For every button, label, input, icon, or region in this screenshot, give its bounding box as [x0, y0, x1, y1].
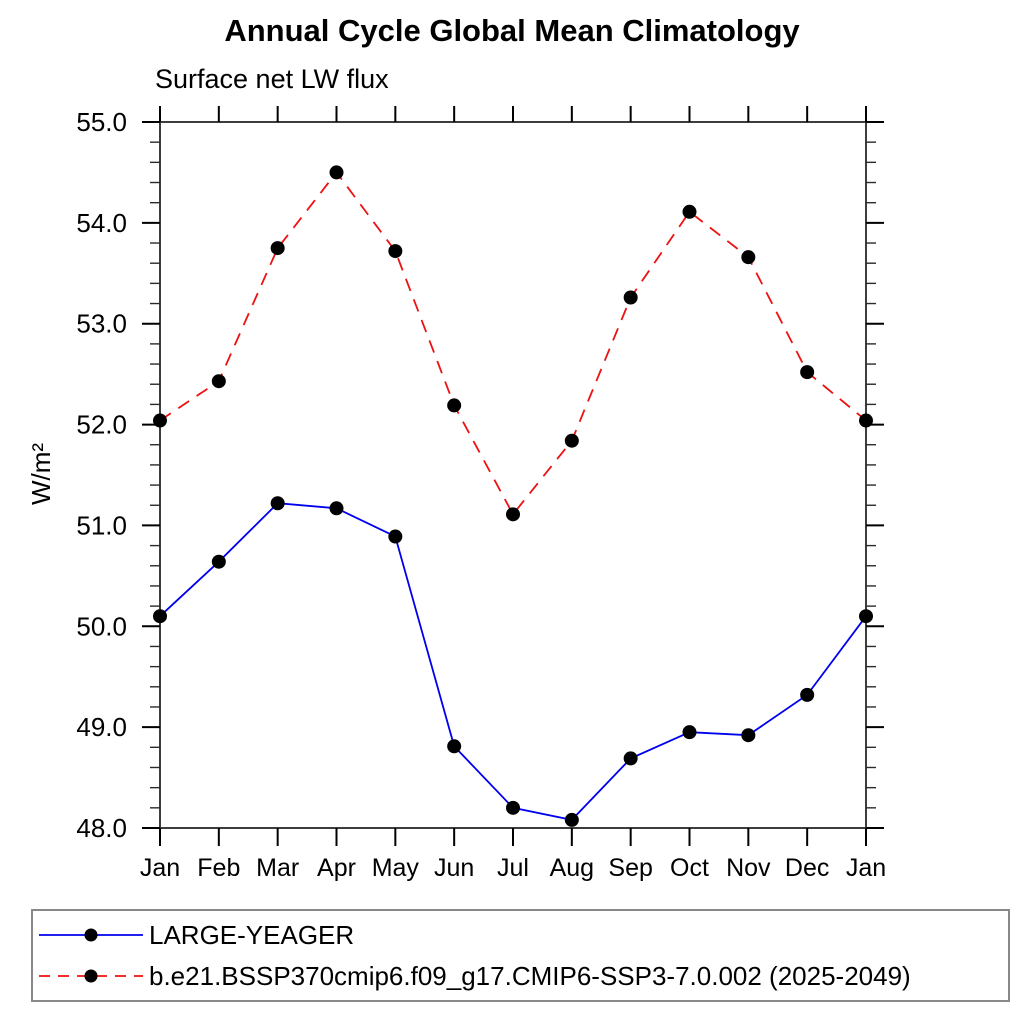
data-point-marker [682, 204, 697, 219]
data-point-marker [270, 241, 285, 256]
x-axis-tick-label: Oct [670, 854, 709, 882]
x-axis-tick-label: Jul [497, 854, 529, 882]
x-axis-tick-label: Feb [197, 854, 240, 882]
data-point-marker [506, 800, 520, 815]
legend-entry-large-yeager: LARGE-YEAGER [37, 918, 354, 952]
data-point-marker [800, 687, 815, 702]
y-axis-tick-label: 54.0 [76, 208, 127, 238]
x-axis-tick-label: Mar [256, 854, 299, 882]
data-point-marker [859, 609, 873, 624]
data-point-marker [564, 812, 579, 827]
legend-label: b.e21.BSSP370cmip6.f09_g17.CMIP6-SSP3-7.… [149, 960, 911, 991]
data-point-marker [388, 244, 403, 259]
data-point-marker [388, 529, 403, 544]
data-point-marker [623, 290, 638, 305]
x-axis-tick-label: Jan [140, 854, 180, 882]
solid-line-sample-icon [39, 928, 143, 942]
data-point-marker [270, 496, 285, 511]
dashed-line-sample-icon [39, 969, 143, 983]
data-point-marker [153, 413, 167, 428]
series-line-solid [159, 502, 867, 821]
y-axis-tick-label: 49.0 [76, 712, 127, 742]
y-axis-tick-label: 48.0 [76, 813, 127, 843]
y-axis-tick-label: 53.0 [76, 309, 127, 339]
data-point-marker [564, 433, 579, 448]
data-point-marker [682, 725, 697, 740]
x-axis-tick-label: May [372, 854, 420, 882]
x-axis-tick-label: Sep [608, 854, 652, 882]
x-axis-tick-label: Nov [726, 854, 771, 882]
data-point-marker [329, 501, 344, 516]
y-axis-tick-label: 52.0 [76, 410, 127, 440]
x-axis-tick-label: Jun [434, 854, 474, 882]
data-point-marker [800, 365, 815, 380]
data-point-marker [623, 751, 638, 766]
x-axis-tick-label: Jan [846, 854, 886, 882]
climatology-line-chart: W/m² 48.0 49.0 50.0 51.0 52.0 53.0 54.0 55.0 Jan… [26, 106, 886, 882]
data-point-marker [506, 507, 520, 522]
data-point-marker [329, 165, 344, 180]
y-axis-tick-label: 51.0 [76, 510, 127, 540]
legend-label: LARGE-YEAGER [149, 919, 355, 950]
legend-entry-ssp370: b.e21.BSSP370cmip6.f09_g17.CMIP6-SSP3-7.… [37, 959, 911, 993]
legend-box: LARGE-YEAGER b.e21.BSSP370cmip6.f09_g17.… [31, 909, 1010, 1002]
data-point-marker [859, 413, 873, 428]
data-point-marker [153, 609, 167, 624]
chart-title: Annual Cycle Global Mean Climatology [224, 13, 800, 48]
chart-subtitle: Surface net LW flux [155, 64, 389, 94]
data-point-marker [741, 250, 756, 265]
series-line-dashed [159, 170, 867, 516]
data-point-marker [447, 739, 462, 754]
y-axis-tick-label: 50.0 [76, 611, 127, 641]
y-axis-label: W/m² [26, 443, 56, 505]
data-point-marker [211, 374, 226, 389]
data-point-marker [447, 398, 462, 413]
x-axis-tick-label: Aug [550, 854, 594, 882]
data-point-marker [211, 554, 226, 569]
plot-frame [159, 121, 867, 829]
data-point-marker [741, 728, 756, 743]
y-axis-tick-label: 55.0 [76, 107, 127, 137]
x-axis-tick-label: Dec [785, 854, 829, 882]
x-axis-tick-label: Apr [317, 854, 356, 882]
